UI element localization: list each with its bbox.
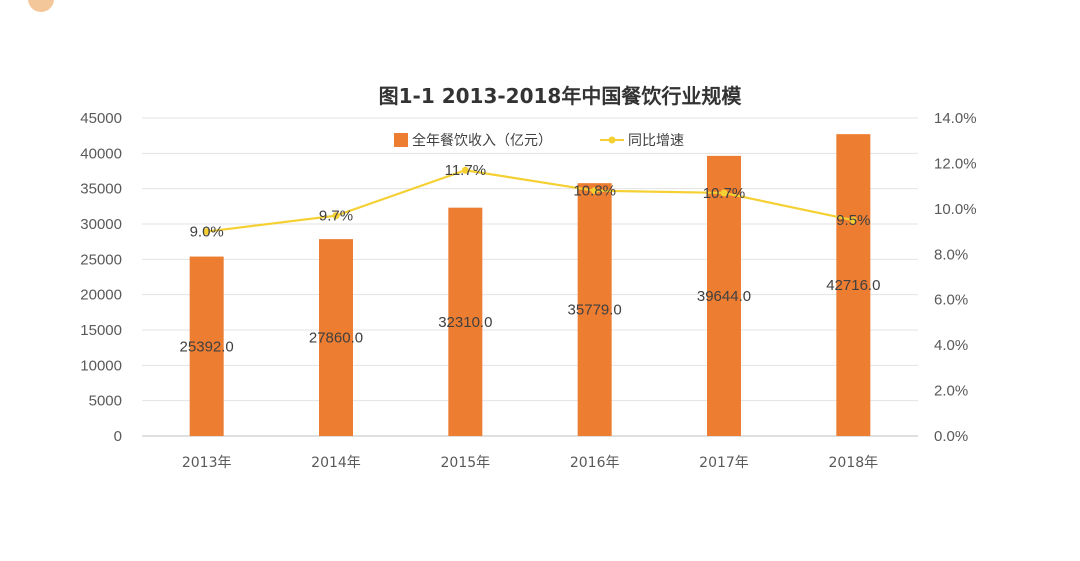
bar-data-labels: 25392.0 27860.0 32310.0 35779.0 39644.0 42716… <box>180 277 881 355</box>
right-tick-label: 2.0% <box>934 383 968 400</box>
x-axis: 2013年 2014年 2015年 2016年 2017年 2018年 <box>182 455 878 471</box>
legend-marker-line <box>608 136 616 144</box>
bar <box>319 239 353 436</box>
x-tick-label: 2017年 <box>699 455 749 471</box>
bar <box>836 134 871 437</box>
left-tick-label: 25000 <box>80 251 122 268</box>
right-tick-label: 6.0% <box>934 292 968 309</box>
left-tick-label: 40000 <box>80 145 122 162</box>
line-path <box>206 169 854 233</box>
bar <box>707 155 741 436</box>
legend-label-bar: 全年餐饮收入（亿元） <box>412 132 552 149</box>
bar-data-label: 42716.0 <box>826 277 880 294</box>
bar-data-label: 25392.0 <box>180 338 234 355</box>
left-axis: 0 5000 10000 15000 20000 25000 30000 35000 40000… <box>80 110 122 445</box>
right-tick-label: 10.0% <box>934 201 977 218</box>
right-tick-label: 14.0% <box>934 110 977 127</box>
left-tick-label: 5000 <box>89 393 122 410</box>
bar-data-label: 35779.0 <box>568 302 622 319</box>
line-data-labels: 9.0% 9.7% 11.7% 10.8% 10.7% 9.5% <box>190 162 871 240</box>
bar-series <box>189 134 871 437</box>
x-tick-label: 2015年 <box>441 455 491 471</box>
line-point <box>720 189 728 197</box>
bar-data-label: 39644.0 <box>697 288 751 305</box>
line-series <box>203 166 857 236</box>
right-axis: 0.0% 2.0% 4.0% 6.0% 8.0% 10.0% 12.0% 14.0% <box>934 110 977 445</box>
line-data-label: 9.7% <box>319 208 353 225</box>
bar-data-label: 32310.0 <box>438 314 492 331</box>
right-tick-label: 8.0% <box>934 246 968 263</box>
right-tick-label: 0.0% <box>934 428 968 445</box>
left-tick-label: 20000 <box>80 287 122 304</box>
left-tick-label: 15000 <box>80 322 122 339</box>
left-tick-label: 35000 <box>80 181 122 198</box>
left-tick-label: 10000 <box>80 357 122 374</box>
line-data-label: 10.8% <box>573 183 616 200</box>
bar <box>448 207 483 436</box>
left-tick-label: 45000 <box>80 110 122 127</box>
line-point <box>591 187 599 195</box>
x-tick-label: 2016年 <box>570 455 620 471</box>
x-tick-label: 2018年 <box>829 455 879 471</box>
left-tick-label: 30000 <box>80 216 122 233</box>
line-point <box>461 166 469 174</box>
legend-swatch-bar <box>394 133 408 147</box>
line-point <box>203 228 211 236</box>
chart-title: 图1-1 2013-2018年中国餐饮行业规模 <box>379 84 743 108</box>
x-tick-label: 2014年 <box>311 455 361 471</box>
x-tick-label: 2013年 <box>182 455 232 471</box>
corner-decoration <box>28 0 54 12</box>
line-data-label: 10.7% <box>703 185 746 202</box>
line-point <box>849 216 857 224</box>
gridlines <box>142 117 918 437</box>
line-data-label: 9.0% <box>190 224 224 241</box>
bar-data-label: 27860.0 <box>309 330 363 347</box>
bar <box>577 183 612 436</box>
line-point <box>332 212 340 220</box>
bar <box>189 256 224 436</box>
right-tick-label: 12.0% <box>934 155 977 172</box>
line-data-label: 9.5% <box>836 212 870 229</box>
legend: 全年餐饮收入（亿元） 同比增速 <box>394 132 684 149</box>
left-tick-label: 0 <box>114 428 122 445</box>
legend-label-line: 同比增速 <box>628 133 684 149</box>
right-tick-label: 4.0% <box>934 337 968 354</box>
line-data-label: 11.7% <box>445 162 486 179</box>
